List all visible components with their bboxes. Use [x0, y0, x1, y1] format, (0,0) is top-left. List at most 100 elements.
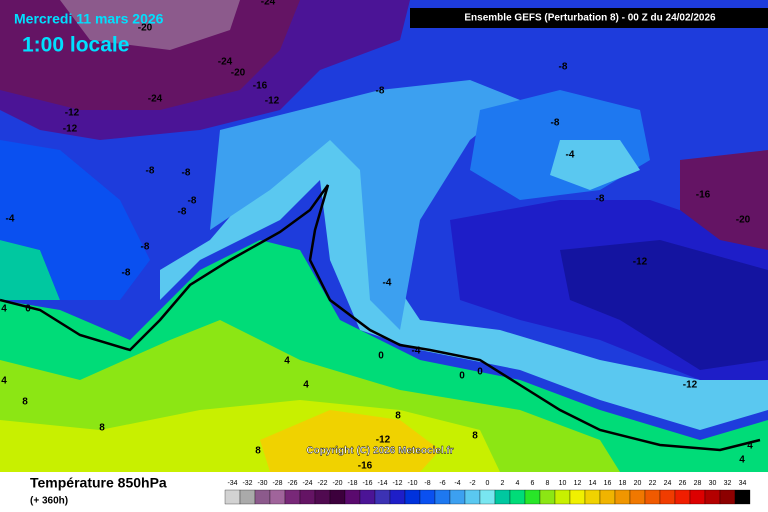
scale-swatch — [689, 489, 706, 505]
contour-label: 4 — [1, 376, 7, 387]
contour-label: -8 — [559, 62, 568, 73]
scale-label: 26 — [679, 480, 687, 487]
scale-label: 28 — [694, 480, 702, 487]
scale-label: 20 — [634, 480, 642, 487]
scale-swatch — [404, 489, 421, 505]
scale-swatch — [509, 489, 526, 505]
contour-label: -20 — [231, 68, 246, 79]
contour-label: -16 — [358, 461, 373, 472]
contour-label: -8 — [141, 242, 150, 253]
scale-swatch — [704, 489, 721, 505]
copyright: Copyright (C) 2026 Meteociel.fr — [306, 446, 453, 457]
contour-label: 8 — [255, 446, 261, 457]
scale-label: 8 — [546, 480, 550, 487]
scale-label: -30 — [257, 480, 267, 487]
contour-label: -12 — [376, 435, 391, 446]
scale-label: 0 — [486, 480, 490, 487]
contour-label: -12 — [63, 124, 78, 135]
scale-swatch — [269, 489, 286, 505]
contour-label: -4 — [412, 346, 421, 357]
scale-label: 32 — [724, 480, 732, 487]
scale-swatch — [599, 489, 616, 505]
zero-contour — [0, 184, 761, 452]
contour-label: -24 — [218, 57, 233, 68]
scale-label: -4 — [454, 480, 460, 487]
contour-label: 4 — [747, 441, 753, 452]
contour-label: -12 — [265, 96, 280, 107]
scale-label: -18 — [347, 480, 357, 487]
map-field — [0, 0, 768, 472]
contour-label: 8 — [22, 397, 28, 408]
scale-label: -32 — [242, 480, 252, 487]
scale-swatch — [554, 489, 571, 505]
contour-label: -8 — [188, 196, 197, 207]
scale-swatch — [449, 489, 466, 505]
scale-label: -28 — [272, 480, 282, 487]
scale-label: -16 — [362, 480, 372, 487]
scale-swatch — [479, 489, 496, 505]
date: Mercredi 11 mars 2026 — [14, 11, 164, 27]
contour-labels: -24-20-24-20-16-12-24-8-8-12-12-8-4-8 -8-… — [1, 0, 753, 472]
scale-swatch — [314, 489, 331, 505]
scale-swatch — [719, 489, 736, 505]
scale-label: -2 — [469, 480, 475, 487]
contour-label: -16 — [253, 81, 268, 92]
scale-label: -6 — [439, 480, 445, 487]
scale-label: 12 — [574, 480, 582, 487]
contour-label: -16 — [696, 190, 711, 201]
scale-label: 10 — [559, 480, 567, 487]
scale-swatch — [614, 489, 631, 505]
scale-swatch — [254, 489, 271, 505]
contour-label: -24 — [148, 94, 163, 105]
color-scale: -34 -32 -30 -28 -26 -24 -22 -20 -18 -16 -14 -12 -10-… — [224, 480, 751, 505]
contour-label: 0 — [477, 367, 483, 378]
contour-label: -24 — [261, 0, 276, 8]
scale-swatch — [464, 489, 481, 505]
scale-label: 30 — [709, 480, 717, 487]
scale-label: 4 — [516, 480, 520, 487]
variable: Température 850hPa — [30, 475, 167, 491]
scale-swatch — [629, 489, 646, 505]
lead: (+ 360h) — [30, 496, 68, 507]
scale-swatch — [389, 489, 406, 505]
contour-label: 0 — [25, 304, 31, 315]
scale-label: -24 — [302, 480, 312, 487]
contour-label: 8 — [99, 423, 105, 434]
scale-swatch — [419, 489, 436, 505]
contour-label: -4 — [383, 278, 392, 289]
scale-label: -14 — [377, 480, 387, 487]
contour-label: 8 — [472, 431, 478, 442]
scale-swatch — [374, 489, 391, 505]
contour-label: -12 — [65, 108, 80, 119]
contour-label: 0 — [378, 351, 384, 362]
contour-label: 4 — [1, 304, 7, 315]
scale-swatch — [344, 489, 361, 505]
scale-label: -10 — [407, 480, 417, 487]
scale-label: -12 — [392, 480, 402, 487]
scale-label: -34 — [227, 480, 237, 487]
scale-label: 2 — [501, 480, 505, 487]
scale-swatch — [584, 489, 601, 505]
contour-label: -8 — [178, 207, 187, 218]
scale-label: -26 — [287, 480, 297, 487]
contour-label: 4 — [739, 455, 745, 466]
scale-swatch — [329, 489, 346, 505]
contour-label: -8 — [182, 168, 191, 179]
contour-label: -8 — [122, 268, 131, 279]
scale-label: 22 — [649, 480, 657, 487]
scale-label: 6 — [531, 480, 535, 487]
scale-label: 16 — [604, 480, 612, 487]
model: Ensemble GEFS (Perturbation 8) - 00 Z du… — [464, 13, 716, 24]
contour-label: -20 — [736, 215, 751, 226]
scale-label: 14 — [589, 480, 597, 487]
contour-label: -8 — [551, 118, 560, 129]
scale-label: 24 — [664, 480, 672, 487]
contour-label: -4 — [566, 150, 575, 161]
scale-swatch — [524, 489, 541, 505]
scale-label: 18 — [619, 480, 627, 487]
contour-label: 8 — [395, 411, 401, 422]
scale-swatch — [734, 489, 751, 505]
contour-label: -12 — [683, 380, 698, 391]
contour-label: -4 — [6, 214, 15, 225]
